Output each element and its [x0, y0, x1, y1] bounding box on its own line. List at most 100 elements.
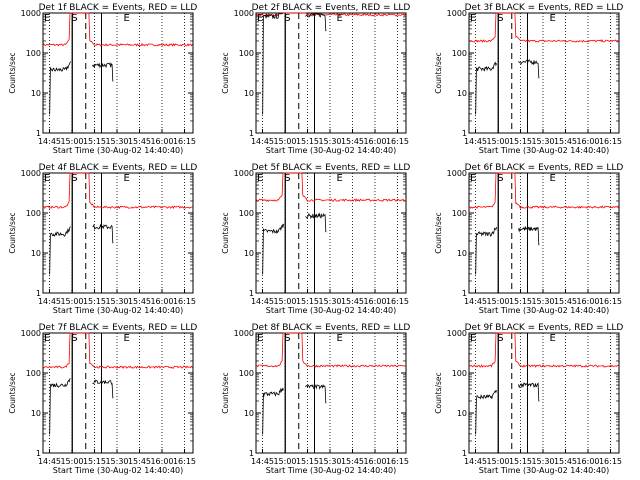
e-marker-label-right: E [550, 173, 556, 184]
e-marker-label-left: E [257, 173, 263, 184]
x-tick-label: 15:00 [273, 137, 296, 146]
x-axis-label: Start Time (30-Aug-02 14:40:40) [53, 466, 184, 475]
x-axis-label: Start Time (30-Aug-02 14:40:40) [479, 466, 610, 475]
x-tick-label: 14:45 [251, 457, 274, 466]
x-tick-label: 16:00 [363, 137, 386, 146]
e-marker-label-left: E [257, 13, 263, 24]
axes-box [42, 12, 194, 134]
y-tick-label: 1 [36, 289, 41, 298]
x-tick-label: 16:15 [599, 457, 622, 466]
x-tick-label: 15:45 [341, 297, 364, 306]
x-tick-label: 15:15 [83, 137, 106, 146]
panel-det-8: Det 8f BLACK = Events, RED = LLD 1 10 100 10… [221, 323, 410, 475]
x-tick-label: 15:30 [318, 137, 341, 146]
e-marker-label-left: E [257, 333, 263, 344]
s-marker-label: S [71, 13, 77, 24]
s-marker-label: S [284, 13, 290, 24]
e-marker-label-right: E [124, 13, 130, 24]
lld-series-line [42, 172, 193, 210]
y-tick-label: 100 [26, 49, 41, 58]
x-tick-label: 15:45 [554, 297, 577, 306]
y-axis-label: Counts/sec [8, 212, 17, 253]
events-series-line-pass2 [305, 212, 327, 233]
s-marker-label: S [497, 173, 503, 184]
x-tick-label: 14:45 [38, 297, 61, 306]
panel-det-4: Det 4f BLACK = Events, RED = LLD 1 10 100 10… [8, 163, 197, 315]
x-tick-label: 15:30 [318, 297, 341, 306]
y-tick-label: 1000 [234, 9, 254, 18]
x-tick-label: 14:45 [464, 297, 487, 306]
axes-box [42, 172, 194, 294]
y-tick-label: 1 [36, 129, 41, 138]
x-tick-label: 16:15 [599, 137, 622, 146]
x-axis-label: Start Time (30-Aug-02 14:40:40) [266, 306, 397, 315]
x-tick-label: 15:15 [509, 457, 532, 466]
y-tick-label: 100 [26, 209, 41, 218]
panel-title: Det 7f BLACK = Events, RED = LLD [39, 323, 198, 333]
panel-title: Det 3f BLACK = Events, RED = LLD [465, 3, 624, 13]
x-tick-label: 15:30 [318, 457, 341, 466]
s-marker-label: S [71, 333, 77, 344]
panel-det-5: Det 5f BLACK = Events, RED = LLD 1 10 100 10… [221, 163, 410, 315]
events-series-line-pass1 [262, 387, 284, 435]
panel-det-9: Det 9f BLACK = Events, RED = LLD 1 10 100 10… [434, 323, 623, 475]
x-tick-label: 16:00 [363, 457, 386, 466]
lld-series-line [255, 12, 406, 17]
y-tick-label: 1000 [21, 9, 41, 18]
y-tick-label: 100 [452, 209, 467, 218]
axes-box [42, 332, 194, 454]
y-axis-label: Counts/sec [8, 372, 17, 413]
x-tick-label: 16:15 [173, 457, 196, 466]
y-tick-label: 100 [452, 369, 467, 378]
panel-title: Det 9f BLACK = Events, RED = LLD [465, 323, 624, 333]
x-tick-label: 15:45 [554, 137, 577, 146]
x-tick-label: 15:00 [486, 297, 509, 306]
y-tick-label: 10 [457, 249, 467, 258]
events-series-line-pass1 [262, 12, 284, 115]
panel-title: Det 2f BLACK = Events, RED = LLD [252, 3, 411, 13]
events-series-line-pass1 [475, 61, 497, 115]
y-axis-label: Counts/sec [434, 52, 443, 93]
events-series-line-pass1 [49, 378, 71, 435]
e-marker-label-left: E [44, 13, 50, 24]
lld-series-line [42, 12, 193, 47]
y-tick-label: 10 [244, 409, 254, 418]
x-tick-label: 16:15 [173, 137, 196, 146]
panel-title: Det 4f BLACK = Events, RED = LLD [39, 163, 198, 173]
y-axis-label: Counts/sec [434, 372, 443, 413]
x-tick-label: 15:00 [60, 137, 83, 146]
x-tick-label: 16:00 [150, 137, 173, 146]
x-axis-label: Start Time (30-Aug-02 14:40:40) [266, 466, 397, 475]
e-marker-label-left: E [470, 173, 476, 184]
x-tick-label: 15:30 [531, 137, 554, 146]
y-tick-label: 1000 [447, 169, 467, 178]
panel-det-7: Det 7f BLACK = Events, RED = LLD 1 10 100 10… [8, 323, 197, 475]
x-tick-label: 16:15 [386, 457, 409, 466]
x-tick-label: 16:00 [150, 457, 173, 466]
y-tick-label: 1 [462, 289, 467, 298]
panel-title: Det 8f BLACK = Events, RED = LLD [252, 323, 411, 333]
events-series-line-pass2 [92, 379, 114, 399]
axes-box [255, 332, 407, 454]
panel-det-1: Det 1f BLACK = Events, RED = LLD 1 10 100 10… [8, 3, 197, 155]
y-tick-label: 1000 [21, 169, 41, 178]
x-tick-label: 15:00 [273, 457, 296, 466]
y-tick-label: 1000 [234, 329, 254, 338]
y-tick-label: 100 [239, 369, 254, 378]
x-tick-label: 16:00 [150, 297, 173, 306]
y-tick-label: 100 [452, 49, 467, 58]
y-tick-label: 1 [249, 289, 254, 298]
e-marker-label-right: E [550, 333, 556, 344]
y-tick-label: 10 [244, 89, 254, 98]
y-tick-label: 1 [249, 449, 254, 458]
events-series-line-pass2 [518, 225, 540, 246]
x-tick-label: 15:00 [486, 137, 509, 146]
x-tick-label: 15:00 [486, 457, 509, 466]
y-tick-label: 1 [36, 449, 41, 458]
e-marker-label-left: E [470, 333, 476, 344]
y-axis-label: Counts/sec [434, 212, 443, 253]
y-tick-label: 1 [462, 449, 467, 458]
s-marker-label: S [284, 173, 290, 184]
e-marker-label-right: E [337, 333, 343, 344]
x-tick-label: 15:15 [83, 297, 106, 306]
